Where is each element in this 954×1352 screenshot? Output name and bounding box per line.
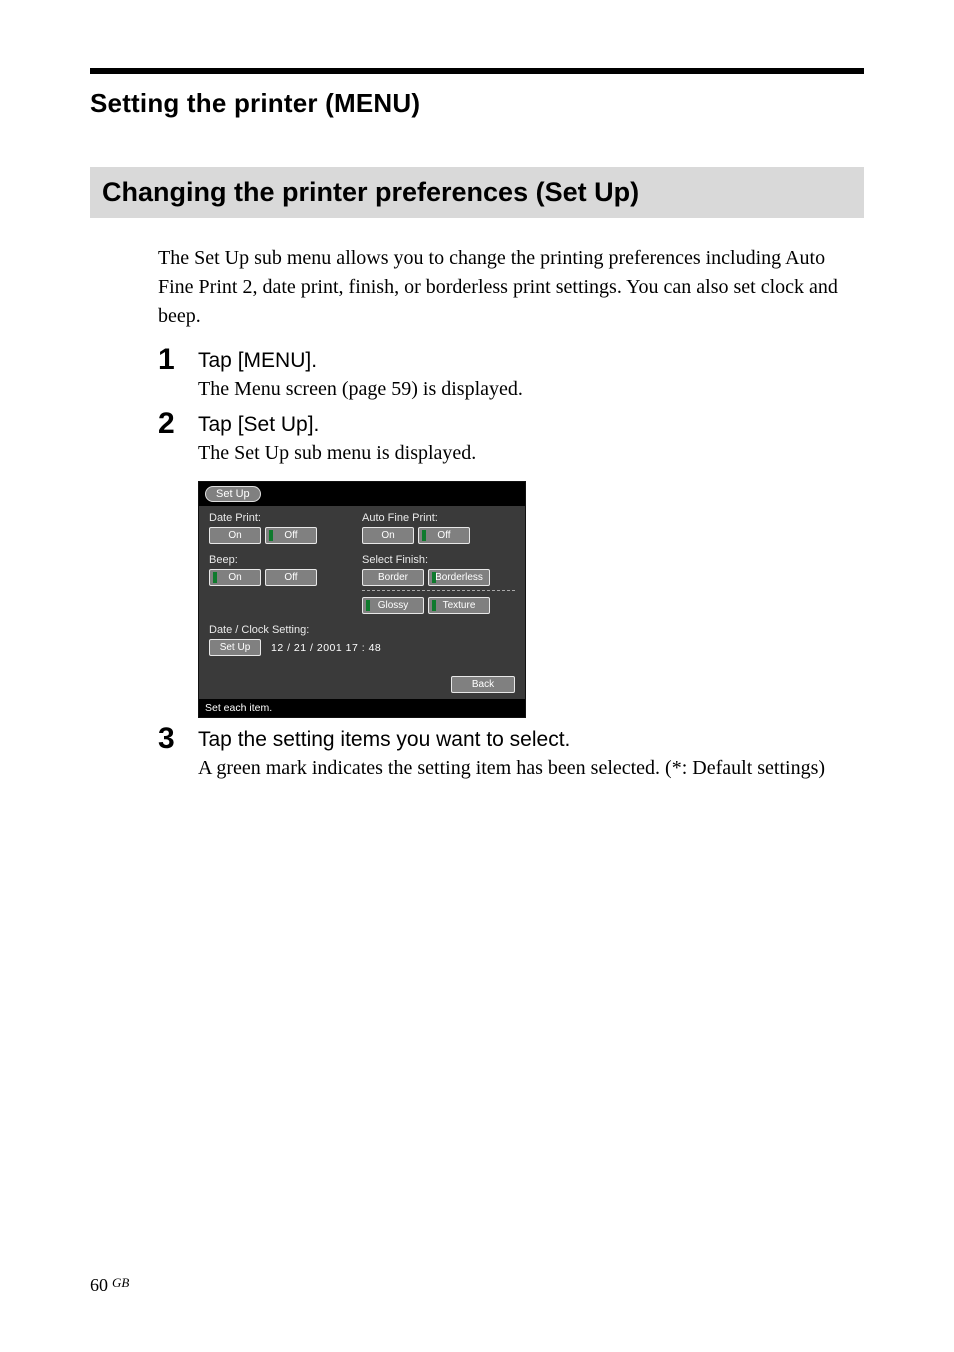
date-print-off-button[interactable]: Off bbox=[265, 527, 317, 544]
finish-glossy-button[interactable]: Glossy bbox=[362, 597, 424, 614]
step-number: 3 bbox=[158, 722, 175, 756]
step-3: 3 Tap the setting items you want to sele… bbox=[158, 728, 864, 782]
step-number: 2 bbox=[158, 407, 175, 441]
step-2: 2 Tap [Set Up]. The Set Up sub menu is d… bbox=[158, 413, 864, 718]
date-clock-label: Date / Clock Setting: bbox=[209, 624, 515, 636]
step-head: Tap the setting items you want to select… bbox=[198, 728, 864, 752]
selected-mark-icon bbox=[432, 600, 436, 611]
setup-tab[interactable]: Set Up bbox=[205, 486, 261, 502]
manual-page: Setting the printer (MENU) Changing the … bbox=[0, 0, 954, 1352]
finish-border-button[interactable]: Border bbox=[362, 569, 424, 586]
page-number: 60 bbox=[90, 1275, 108, 1295]
page-footer: 60 GB bbox=[90, 1275, 129, 1296]
chapter-title: Setting the printer (MENU) bbox=[90, 88, 864, 119]
date-print-label: Date Print: bbox=[209, 512, 362, 524]
divider-dashed bbox=[362, 590, 515, 591]
beep-group: Beep: On Off bbox=[209, 552, 362, 622]
select-finish-label: Select Finish: bbox=[362, 554, 515, 566]
date-print-on-button[interactable]: On bbox=[209, 527, 261, 544]
selected-mark-icon bbox=[269, 530, 273, 541]
date-clock-group: Date / Clock Setting: Set Up 12 / 21 / 2… bbox=[209, 622, 515, 656]
step-body: The Set Up sub menu is displayed. bbox=[198, 439, 864, 467]
step-body: The Menu screen (page 59) is displayed. bbox=[198, 375, 864, 403]
step-1: 1 Tap [MENU]. The Menu screen (page 59) … bbox=[158, 349, 864, 403]
beep-off-button[interactable]: Off bbox=[265, 569, 317, 586]
screen-footer: Back bbox=[199, 662, 525, 699]
selected-mark-icon bbox=[213, 572, 217, 583]
status-bar: Set each item. bbox=[199, 699, 525, 717]
top-rule bbox=[90, 68, 864, 74]
date-clock-value: 12 / 21 / 2001 17 : 48 bbox=[271, 642, 381, 654]
auto-fine-off-button[interactable]: Off bbox=[418, 527, 470, 544]
auto-fine-label: Auto Fine Print: bbox=[362, 512, 515, 524]
step-body: A green mark indicates the setting item … bbox=[198, 754, 864, 782]
date-print-group: Date Print: On Off bbox=[209, 510, 362, 552]
date-clock-setup-button[interactable]: Set Up bbox=[209, 639, 261, 656]
beep-label: Beep: bbox=[209, 554, 362, 566]
screen-body: Date Print: On Off Auto Fine Print: On bbox=[199, 506, 525, 662]
back-button[interactable]: Back bbox=[451, 676, 515, 693]
intro-paragraph: The Set Up sub menu allows you to change… bbox=[158, 244, 852, 331]
finish-borderless-button[interactable]: Borderless bbox=[428, 569, 490, 586]
step-head: Tap [Set Up]. bbox=[198, 413, 864, 437]
select-finish-group: Select Finish: Border Borderless Glossy … bbox=[362, 552, 515, 622]
selected-mark-icon bbox=[432, 572, 436, 583]
region-code: GB bbox=[112, 1275, 129, 1290]
selected-mark-icon bbox=[422, 530, 426, 541]
step-number: 1 bbox=[158, 343, 175, 377]
screen-header: Set Up bbox=[199, 482, 525, 506]
auto-fine-group: Auto Fine Print: On Off bbox=[362, 510, 515, 552]
selected-mark-icon bbox=[366, 600, 370, 611]
beep-on-button[interactable]: On bbox=[209, 569, 261, 586]
section-title: Changing the printer preferences (Set Up… bbox=[90, 167, 864, 218]
step-head: Tap [MENU]. bbox=[198, 349, 864, 373]
setup-screen: Set Up Date Print: On Off bbox=[198, 481, 526, 718]
steps-list: 1 Tap [MENU]. The Menu screen (page 59) … bbox=[158, 349, 864, 782]
finish-texture-button[interactable]: Texture bbox=[428, 597, 490, 614]
auto-fine-on-button[interactable]: On bbox=[362, 527, 414, 544]
device-screenshot: Set Up Date Print: On Off bbox=[198, 481, 864, 718]
